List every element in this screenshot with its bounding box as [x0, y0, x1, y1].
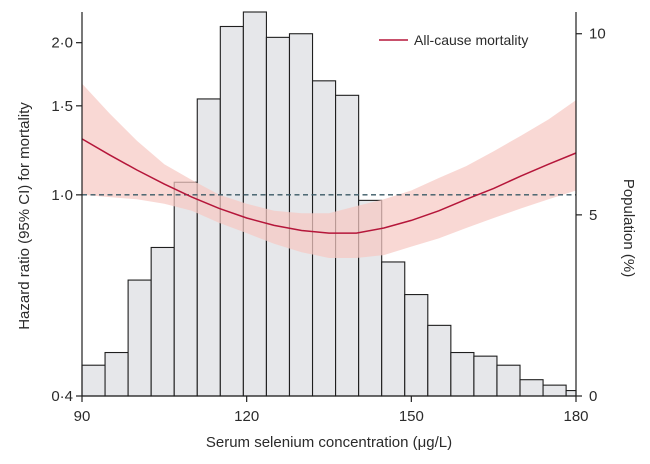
histogram-bar [196, 98, 221, 397]
histogram-bar [542, 384, 567, 397]
axes [76, 12, 582, 402]
tick-labels: 90 120 150 180 0·4 1·0 1·5 2·0 0 5 10 [51, 26, 605, 425]
x-axis-title: Serum selenium concentration (μg/L) [206, 434, 452, 451]
x-tick-label: 120 [234, 408, 259, 425]
ci-band-layer [82, 83, 576, 258]
histogram-bar [450, 351, 475, 397]
histogram-bar [81, 364, 106, 397]
y-left-tick-label: 1·0 [51, 187, 73, 204]
histogram-bar [127, 279, 152, 397]
histogram-bar [150, 246, 175, 397]
histogram-bar [519, 379, 544, 397]
y-left-tick-label: 2·0 [51, 35, 73, 52]
x-tick-label: 180 [563, 408, 588, 425]
legend-label: All-cause mortality [414, 32, 528, 48]
legend: All-cause mortality [379, 32, 528, 48]
hazard-ratio-line [81, 138, 577, 234]
y-right-tick-label: 10 [589, 26, 606, 43]
histogram-bar [104, 351, 129, 397]
x-tick-label: 90 [74, 408, 91, 425]
histogram-bar [404, 294, 429, 397]
histogram-bar [473, 355, 498, 397]
y-left-tick-label: 0·4 [51, 388, 73, 405]
histogram-bar [381, 261, 406, 397]
y-right-tick-label: 0 [589, 388, 597, 405]
histogram-bar [496, 364, 521, 397]
histogram-bar [173, 181, 198, 397]
hazard-line-layer [81, 138, 577, 234]
confidence-band [82, 83, 576, 258]
histogram-bar [565, 390, 577, 397]
y-left-tick-label: 1·5 [51, 98, 73, 115]
histogram-bar [427, 324, 452, 397]
x-tick-label: 150 [399, 408, 424, 425]
y-axis-left-title: Hazard ratio (95% CI) for mortality [16, 102, 33, 330]
y-axis-right-title: Population (%) [620, 179, 637, 277]
y-right-tick-label: 5 [589, 207, 597, 224]
